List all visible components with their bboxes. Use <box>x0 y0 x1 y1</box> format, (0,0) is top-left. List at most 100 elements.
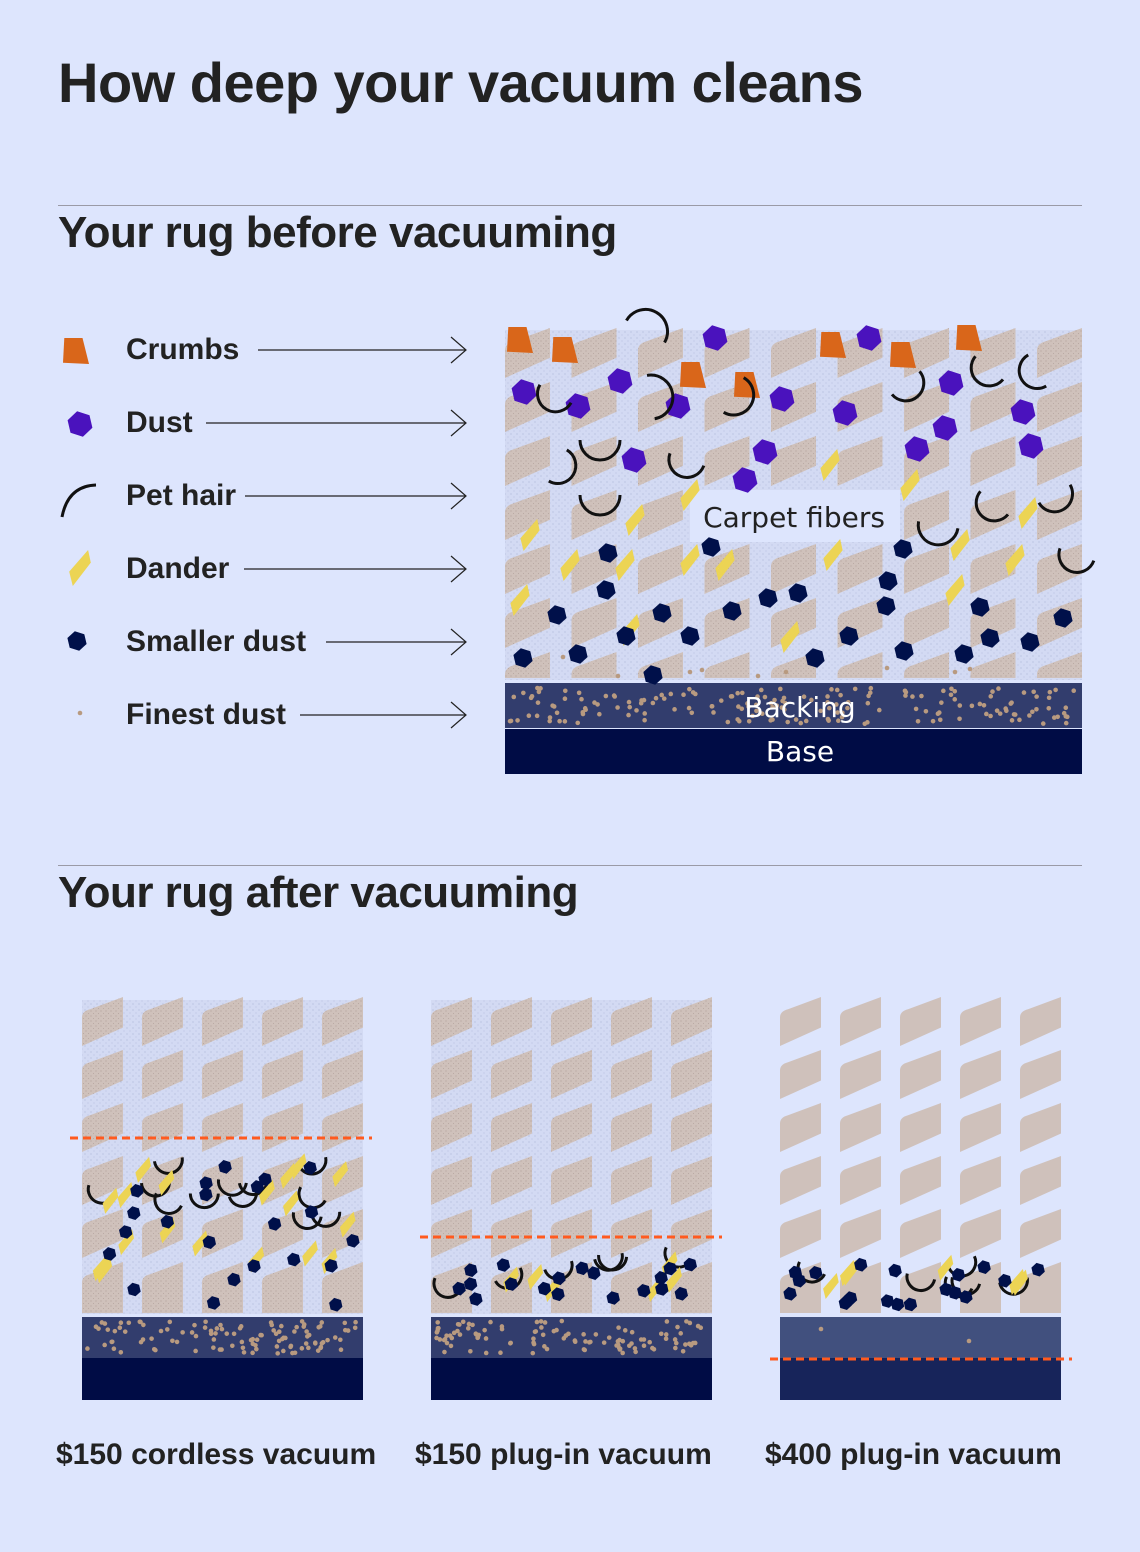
fiber-segment <box>671 1209 712 1258</box>
fiber-segment <box>202 1156 243 1205</box>
finest-dust-particle <box>994 708 1000 713</box>
fiber-segment <box>970 436 1016 486</box>
finest-dust-particle <box>1063 705 1069 711</box>
pet-hair <box>1017 353 1047 390</box>
fiber-segment <box>82 1050 123 1099</box>
smaller-dust-particle <box>469 1292 483 1306</box>
fiber-segment <box>571 598 617 648</box>
finest-dust-particle <box>470 1322 475 1328</box>
finest-dust-particle <box>729 694 735 699</box>
finest-dust-particle <box>342 1320 348 1326</box>
base-layer <box>780 1358 1061 1400</box>
carpet-fiber <box>82 997 123 1313</box>
finest-dust-particle <box>538 686 543 691</box>
smaller-dust-particle <box>643 665 663 685</box>
dander <box>332 1161 348 1188</box>
finest-dust-particle <box>672 707 677 712</box>
finest-dust-particle <box>315 1348 321 1353</box>
finest-dust-particle <box>254 1337 260 1343</box>
finest-dust-particle <box>990 689 995 694</box>
pet-hair <box>216 1179 248 1197</box>
dander <box>192 1230 208 1257</box>
finest-dust-particle <box>1034 694 1039 699</box>
label-background <box>690 490 900 542</box>
finest-dust-particle <box>268 1320 274 1325</box>
dust-particle <box>1018 433 1044 459</box>
dust-particle <box>832 400 858 426</box>
finest-dust-particle <box>1047 689 1053 695</box>
carpet-fiber <box>611 997 652 1313</box>
finest-dust-particle <box>231 1331 237 1337</box>
pet-hair <box>667 452 706 479</box>
finest-dust-particle <box>641 1343 647 1348</box>
fiber-segment <box>551 997 592 1046</box>
finest-dust-particle <box>534 1319 540 1325</box>
smaller-dust-particle <box>464 1277 478 1291</box>
finest-dust-particle <box>483 1336 489 1341</box>
finest-dust-particle <box>562 688 568 694</box>
smaller-dust-particle <box>843 1291 858 1305</box>
finest-dust-particle <box>203 1319 208 1325</box>
fiber-segment <box>780 1209 821 1258</box>
finest-dust-particle <box>117 1325 123 1330</box>
finest-dust-particle <box>923 708 929 714</box>
fiber-segment <box>671 1050 712 1099</box>
finest-dust-particle <box>534 713 540 719</box>
fiber-segment <box>1037 652 1082 678</box>
finest-dust-particle <box>448 1343 454 1349</box>
finest-dust-particle <box>755 694 760 699</box>
smaller-dust-particle <box>267 1217 282 1231</box>
fiber-segment <box>638 436 683 486</box>
finest-dust-particle <box>275 1351 280 1356</box>
fiber-segment <box>202 1050 243 1099</box>
finest-dust-particle <box>626 699 632 705</box>
finest-dust-particle <box>239 1339 245 1345</box>
finest-dust-particle <box>499 1324 505 1329</box>
finest-dust-particle <box>867 690 873 696</box>
finest-dust-particle <box>292 1329 297 1334</box>
finest-dust-particle <box>118 1350 124 1355</box>
smaller-dust-particle <box>575 1261 589 1276</box>
fiber-segment <box>431 1209 472 1258</box>
finest-dust-particle <box>581 1347 587 1352</box>
divider <box>58 205 1082 206</box>
finest-dust-particle <box>483 1350 489 1356</box>
finest-dust-particle <box>554 1327 559 1333</box>
fiber-segment <box>840 1103 881 1152</box>
finest-dust-particle <box>167 1319 173 1325</box>
finest-dust-particle <box>803 718 809 724</box>
fiber-segment <box>960 1103 1001 1152</box>
fiber-segment <box>970 544 1016 594</box>
finest-dust-particle <box>559 1318 565 1324</box>
pet-hair <box>1057 547 1096 574</box>
finest-dust-particle <box>818 1326 824 1332</box>
pet-hair <box>625 307 669 344</box>
finest-dust-particle <box>158 1328 164 1334</box>
finest-dust-particle <box>1053 687 1058 693</box>
finest-dust-particle <box>475 1335 481 1340</box>
fiber-segment <box>505 490 550 540</box>
finest-dust-particle <box>544 1346 550 1352</box>
smaller-dust-particle <box>888 1263 902 1278</box>
finest-dust-particle <box>825 694 830 699</box>
legend-label-finest-dust: Finest dust <box>126 698 287 731</box>
finest-dust-particle <box>102 1342 107 1348</box>
finest-dust-particle <box>638 700 644 706</box>
finest-dust-particle <box>913 706 919 712</box>
fiber-segment <box>82 1209 123 1258</box>
finest-dust-particle <box>687 669 693 675</box>
smaller-dust-particle <box>1031 1262 1045 1277</box>
fiber-segment <box>780 1103 821 1152</box>
dander <box>520 519 540 551</box>
smaller-dust-particle <box>1020 632 1040 652</box>
finest-dust-particle <box>745 701 750 706</box>
finest-dust-particle <box>641 1337 647 1342</box>
pet-hair-icon <box>60 483 97 518</box>
finest-dust-particle <box>919 693 924 699</box>
finest-dust-particle <box>969 703 975 709</box>
finest-dust-particle <box>1061 710 1067 716</box>
smaller-dust-particle <box>596 580 616 600</box>
smaller-dust-particle <box>894 641 914 661</box>
smaller-dust-particle <box>127 1206 141 1220</box>
finest-dust-particle <box>258 1332 263 1338</box>
